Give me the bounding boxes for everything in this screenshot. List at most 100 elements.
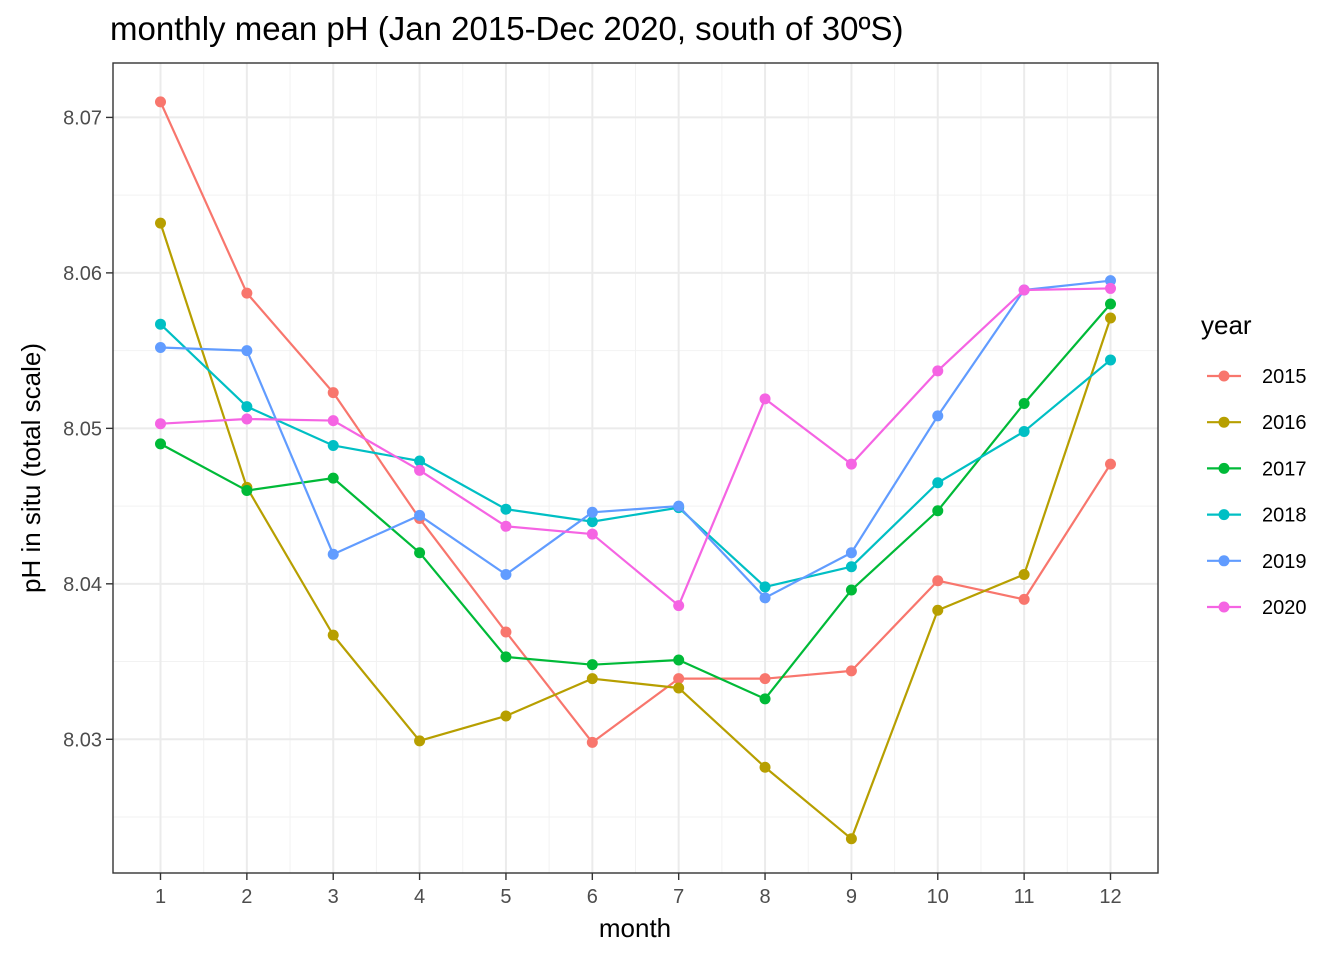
series-2018	[155, 318, 1116, 593]
legend-label-2020: 2020	[1262, 597, 1307, 619]
data-point-2015-month-6	[586, 736, 598, 748]
legend-item-2020: 2020	[1207, 597, 1307, 619]
legend-label-2016: 2016	[1262, 412, 1307, 434]
data-point-2019-month-3	[327, 548, 339, 560]
legend-item-2018: 2018	[1207, 505, 1307, 527]
x-tick-label: 2	[241, 886, 252, 908]
legend-title: year	[1201, 310, 1252, 340]
data-point-2018-month-10	[932, 477, 944, 489]
data-point-2020-month-5	[500, 520, 512, 532]
data-point-2020-month-7	[673, 600, 685, 612]
series-line-2020	[160, 287, 1111, 607]
data-point-2019-month-9	[845, 547, 857, 559]
legend-items: 2015 2016 2017 2018 2019 2020	[1207, 366, 1307, 619]
data-point-2019-month-7	[673, 500, 685, 512]
data-point-2015-month-2	[241, 287, 253, 299]
data-point-2019-month-4	[414, 509, 426, 521]
legend-item-2015: 2015	[1207, 366, 1307, 388]
y-tick-label: 8.04	[63, 574, 102, 596]
y-tick-label: 8.03	[63, 729, 102, 751]
data-point-2017-month-2	[241, 485, 253, 497]
x-tick-label: 11	[1014, 886, 1035, 908]
data-point-2018-month-11	[1018, 425, 1030, 437]
data-point-2016-month-3	[327, 629, 339, 641]
data-point-2015-month-9	[845, 665, 857, 677]
data-point-2017-month-12	[1105, 298, 1116, 310]
data-point-2017-month-8	[759, 693, 771, 705]
series-line-2018	[159, 323, 1112, 589]
data-point-2020-month-3	[327, 415, 339, 427]
data-point-2016-month-12	[1105, 312, 1116, 324]
data-point-2017-month-5	[500, 651, 512, 663]
legend-key-point	[1218, 601, 1230, 613]
data-point-2016-month-10	[932, 604, 944, 616]
x-tick-label: 12	[1099, 886, 1121, 908]
x-tick-label: 7	[673, 886, 684, 908]
x-axis: 1 2 3 4 5 6 7 8 9 10 11 12	[155, 873, 1122, 908]
data-point-2019-month-8	[759, 592, 771, 604]
data-point-2020-month-9	[845, 458, 857, 470]
data-point-2018-month-4	[414, 455, 426, 467]
x-tick-label: 9	[846, 886, 857, 908]
x-tick-label: 1	[155, 886, 166, 908]
x-tick-label: 10	[927, 886, 949, 908]
data-point-2020-month-2	[241, 413, 253, 425]
data-point-2015-month-11	[1018, 593, 1030, 605]
data-point-2018-month-12	[1105, 354, 1116, 366]
series-line-2015	[159, 101, 1112, 744]
data-point-2018-month-3	[327, 439, 339, 451]
legend-label-2018: 2018	[1262, 505, 1307, 527]
data-point-2019-month-2	[241, 345, 253, 357]
data-point-2020-month-12	[1105, 282, 1116, 294]
legend-item-2016: 2016	[1207, 412, 1307, 434]
data-point-2019-month-10	[932, 410, 944, 422]
data-point-2016-month-1	[155, 217, 166, 229]
x-tick-label: 5	[500, 886, 511, 908]
data-point-2018-month-1	[155, 318, 166, 330]
legend-label-2017: 2017	[1262, 458, 1307, 480]
legend-key-point	[1218, 462, 1230, 474]
data-point-2018-month-2	[241, 401, 253, 413]
legend-key-point	[1218, 416, 1230, 428]
data-point-2018-month-8	[759, 581, 771, 593]
data-point-2016-month-11	[1018, 568, 1030, 580]
data-point-2017-month-1	[155, 438, 166, 450]
legend-item-2019: 2019	[1207, 551, 1307, 573]
data-point-2017-month-10	[932, 505, 944, 517]
y-tick-label: 8.07	[63, 107, 102, 129]
data-point-2019-month-6	[586, 506, 598, 518]
data-point-2016-month-7	[673, 682, 685, 694]
data-point-2015-month-5	[500, 626, 512, 638]
legend-key-point	[1218, 370, 1230, 382]
data-point-2020-month-4	[414, 464, 426, 476]
data-point-2020-month-1	[155, 418, 166, 430]
data-point-2016-month-9	[845, 833, 857, 845]
y-tick-label: 8.06	[63, 263, 102, 285]
x-tick-label: 4	[414, 886, 425, 908]
series-layer	[155, 96, 1116, 845]
data-point-2020-month-11	[1018, 284, 1030, 296]
data-point-2015-month-12	[1105, 458, 1116, 470]
data-point-2015-month-3	[327, 387, 339, 399]
data-point-2018-month-6	[586, 516, 598, 528]
data-point-2019-month-1	[155, 342, 166, 354]
data-point-2019-month-5	[500, 568, 512, 580]
data-point-2017-month-7	[673, 654, 685, 666]
series-2016	[155, 217, 1116, 845]
data-point-2020-month-8	[759, 393, 771, 405]
x-tick-label: 3	[328, 886, 339, 908]
data-point-2015-month-10	[932, 575, 944, 587]
minor-gridlines	[113, 63, 1158, 873]
y-axis-title: pH in situ (total scale)	[16, 343, 46, 593]
data-point-2015-month-7	[673, 673, 685, 685]
data-point-2017-month-6	[586, 659, 598, 671]
chart-title: monthly mean pH (Jan 2015-Dec 2020, sout…	[110, 10, 904, 47]
x-tick-label: 8	[759, 886, 770, 908]
plot-panel	[112, 62, 1159, 874]
legend-label-2019: 2019	[1262, 551, 1307, 573]
legend-label-2015: 2015	[1262, 366, 1307, 388]
legend-key-point	[1218, 509, 1230, 521]
data-point-2017-month-3	[327, 472, 339, 484]
data-point-2019-month-12	[1105, 275, 1116, 287]
data-point-2015-month-1	[155, 96, 166, 108]
